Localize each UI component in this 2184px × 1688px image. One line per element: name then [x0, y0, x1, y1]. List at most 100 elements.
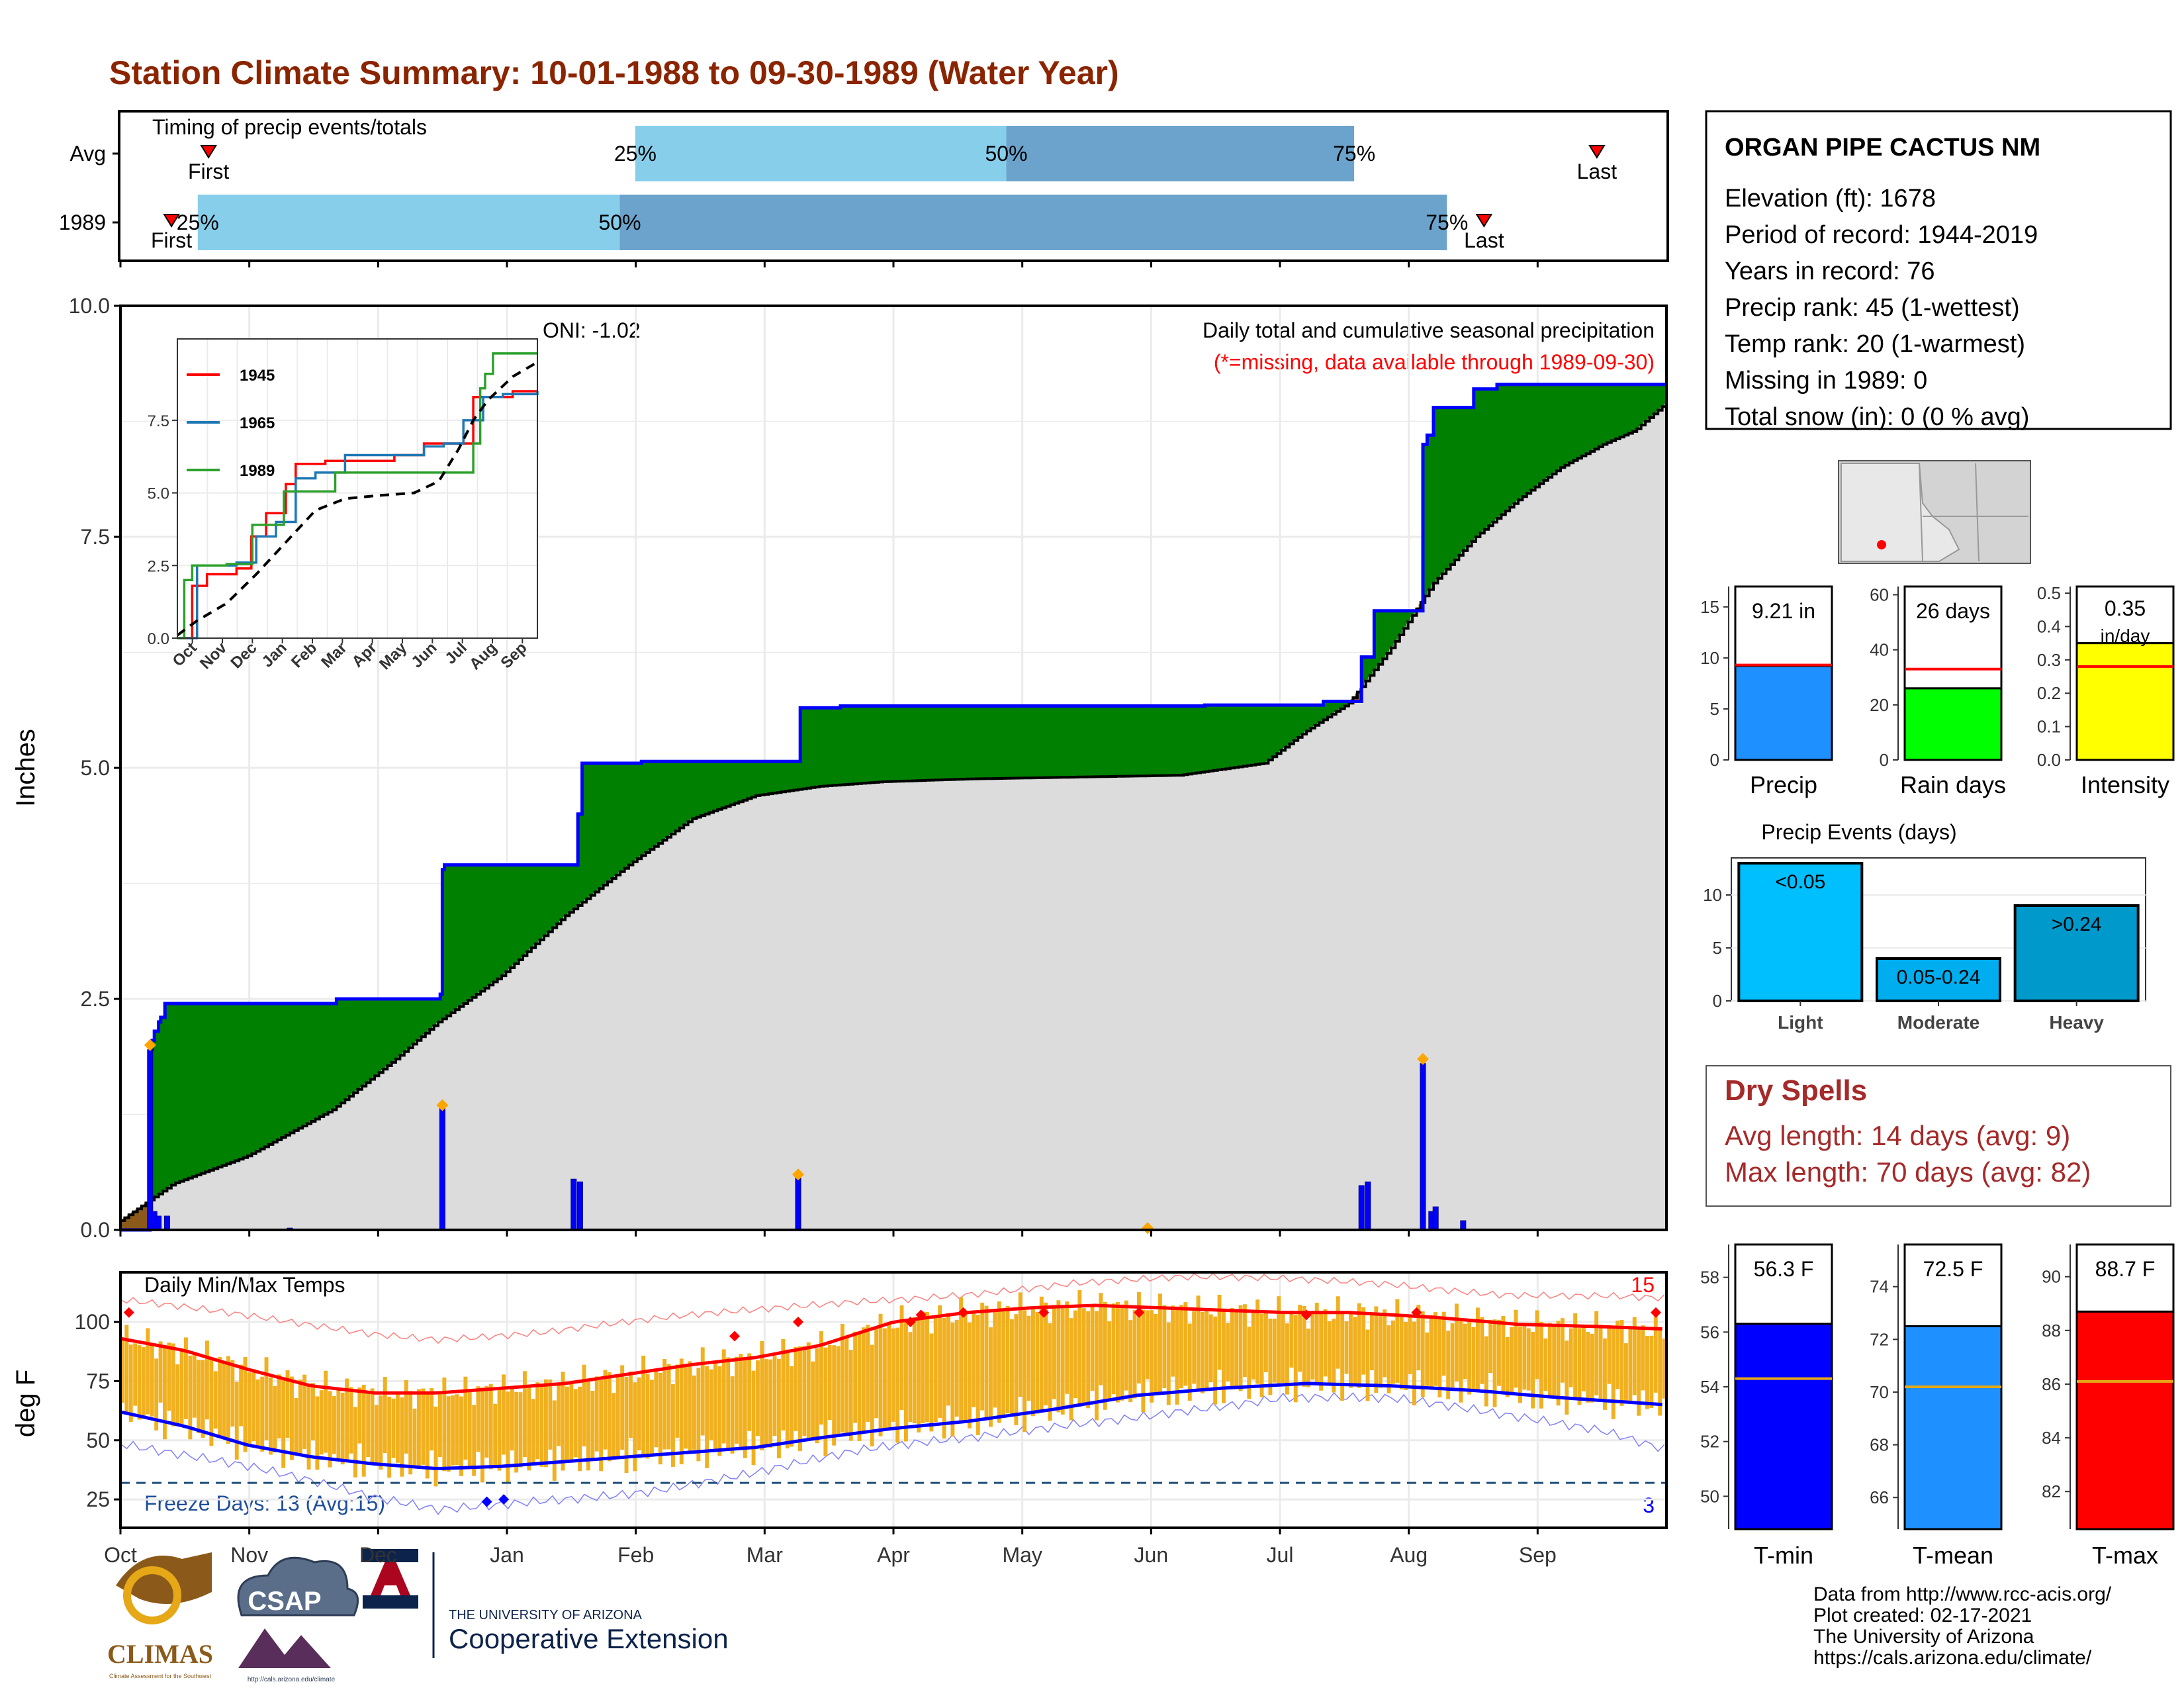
- above-average-fill: [1494, 389, 1498, 520]
- daily-temp-range-bar: [557, 1383, 561, 1446]
- above-average-fill: [893, 706, 896, 782]
- above-average-fill: [559, 865, 562, 921]
- above-average-fill: [211, 1003, 214, 1170]
- above-average-fill: [662, 761, 665, 840]
- daily-temp-range-bar: [548, 1379, 553, 1450]
- above-average-fill: [1128, 706, 1131, 776]
- daily-temp-range-bar: [1577, 1328, 1582, 1405]
- above-average-fill: [637, 763, 640, 859]
- daily-temp-range-bar: [1365, 1329, 1370, 1401]
- above-average-fill: [315, 1003, 318, 1119]
- above-average-fill: [620, 763, 623, 871]
- above-average-fill: [1232, 705, 1235, 768]
- below-average-fill: [128, 1213, 132, 1230]
- above-average-fill: [832, 708, 835, 786]
- above-average-fill: [1201, 706, 1203, 773]
- above-average-fill: [1266, 705, 1269, 761]
- above-average-fill: [1075, 706, 1078, 777]
- daily-temp-range-bar: [201, 1360, 205, 1438]
- above-average-fill: [201, 1003, 204, 1174]
- above-average-fill: [1600, 384, 1604, 445]
- above-average-fill: [1535, 384, 1538, 487]
- above-average-fill: [1293, 705, 1297, 740]
- above-average-fill: [830, 708, 833, 786]
- daily-temp-range-bar: [192, 1353, 197, 1418]
- dry-spells-title: Dry Spells: [1725, 1074, 1867, 1107]
- daily-temp-range-bar: [705, 1366, 709, 1468]
- daily-temp-range-bar: [908, 1332, 913, 1423]
- daily-precip-bar: [1460, 1220, 1467, 1231]
- above-average-fill: [1410, 610, 1413, 618]
- above-average-fill: [563, 865, 566, 917]
- daily-temp-range-bar: [713, 1362, 717, 1452]
- above-average-fill: [1603, 384, 1606, 444]
- daily-temp-range-bar: [620, 1365, 625, 1450]
- daily-temp-range-bar: [404, 1380, 408, 1454]
- above-average-fill: [1441, 407, 1445, 573]
- above-average-fill: [347, 999, 350, 1098]
- above-average-fill: [605, 763, 608, 883]
- record-high-marker: [905, 1317, 916, 1328]
- above-average-fill: [713, 761, 716, 811]
- above-average-fill: [1619, 384, 1623, 437]
- above-average-fill: [1469, 407, 1473, 543]
- above-average-fill: [349, 999, 352, 1096]
- daily-temp-range-bar: [959, 1297, 964, 1423]
- daily-precip-bar: [156, 1215, 162, 1231]
- daily-temp-range-bar: [213, 1371, 218, 1429]
- summary-ytick-label: 88: [2042, 1321, 2061, 1340]
- summary-category-label: Intensity: [2081, 771, 2169, 798]
- above-average-fill: [995, 706, 998, 778]
- above-average-fill: [557, 865, 559, 923]
- above-average-fill: [1181, 706, 1184, 775]
- above-average-fill: [541, 865, 545, 937]
- above-average-fill: [732, 761, 735, 804]
- above-average-fill: [154, 1031, 157, 1197]
- above-average-fill: [237, 1003, 240, 1160]
- above-average-fill: [1132, 706, 1136, 776]
- daily-temp-range-bar: [142, 1346, 146, 1419]
- inset-xtick-label: Oct: [169, 639, 201, 670]
- below-average-fill: [124, 1217, 128, 1230]
- above-average-fill: [516, 865, 520, 961]
- daily-temp-range-bar: [1310, 1312, 1315, 1380]
- above-average-fill: [167, 1003, 170, 1188]
- daily-temp-range-bar: [1645, 1336, 1649, 1409]
- above-average-fill: [428, 999, 430, 1031]
- above-average-fill: [842, 706, 845, 785]
- above-average-fill: [421, 999, 424, 1036]
- above-average-fill: [876, 706, 880, 782]
- above-average-fill: [1395, 610, 1398, 640]
- above-average-fill: [904, 706, 907, 781]
- above-average-fill: [919, 706, 922, 781]
- daily-temp-range-bar: [302, 1374, 307, 1449]
- timing-p75-label: 75%: [1333, 142, 1375, 165]
- temp-xtick-label: Oct: [104, 1543, 137, 1567]
- record-high-marker: [1411, 1307, 1422, 1318]
- above-average-fill: [1484, 389, 1487, 529]
- daily-temp-range-bar: [1374, 1306, 1379, 1393]
- above-average-fill: [1056, 706, 1060, 778]
- above-average-fill: [446, 865, 449, 1015]
- above-average-fill: [1641, 384, 1644, 424]
- temp-xtick-label: Apr: [877, 1543, 910, 1567]
- above-average-fill: [400, 999, 403, 1055]
- above-average-fill: [1556, 384, 1559, 470]
- daily-temp-range-bar: [997, 1301, 1001, 1423]
- daily-temp-range-bar: [345, 1378, 349, 1460]
- daily-temp-range-bar: [248, 1372, 251, 1446]
- daily-temp-range-bar: [1073, 1310, 1077, 1399]
- above-average-fill: [493, 865, 496, 982]
- daily-max-marker: [1417, 1053, 1429, 1065]
- above-average-fill: [264, 1003, 267, 1147]
- above-average-fill: [1406, 610, 1409, 624]
- above-average-fill: [1605, 384, 1608, 444]
- daily-temp-range-bar: [1658, 1328, 1662, 1416]
- above-average-fill: [1187, 706, 1191, 774]
- daily-temp-range-bar: [315, 1396, 320, 1470]
- above-average-fill: [940, 706, 943, 780]
- above-average-fill: [319, 1003, 322, 1117]
- above-average-fill: [1300, 705, 1303, 735]
- above-average-fill: [1090, 706, 1093, 777]
- daily-temp-range-bar: [1340, 1313, 1345, 1401]
